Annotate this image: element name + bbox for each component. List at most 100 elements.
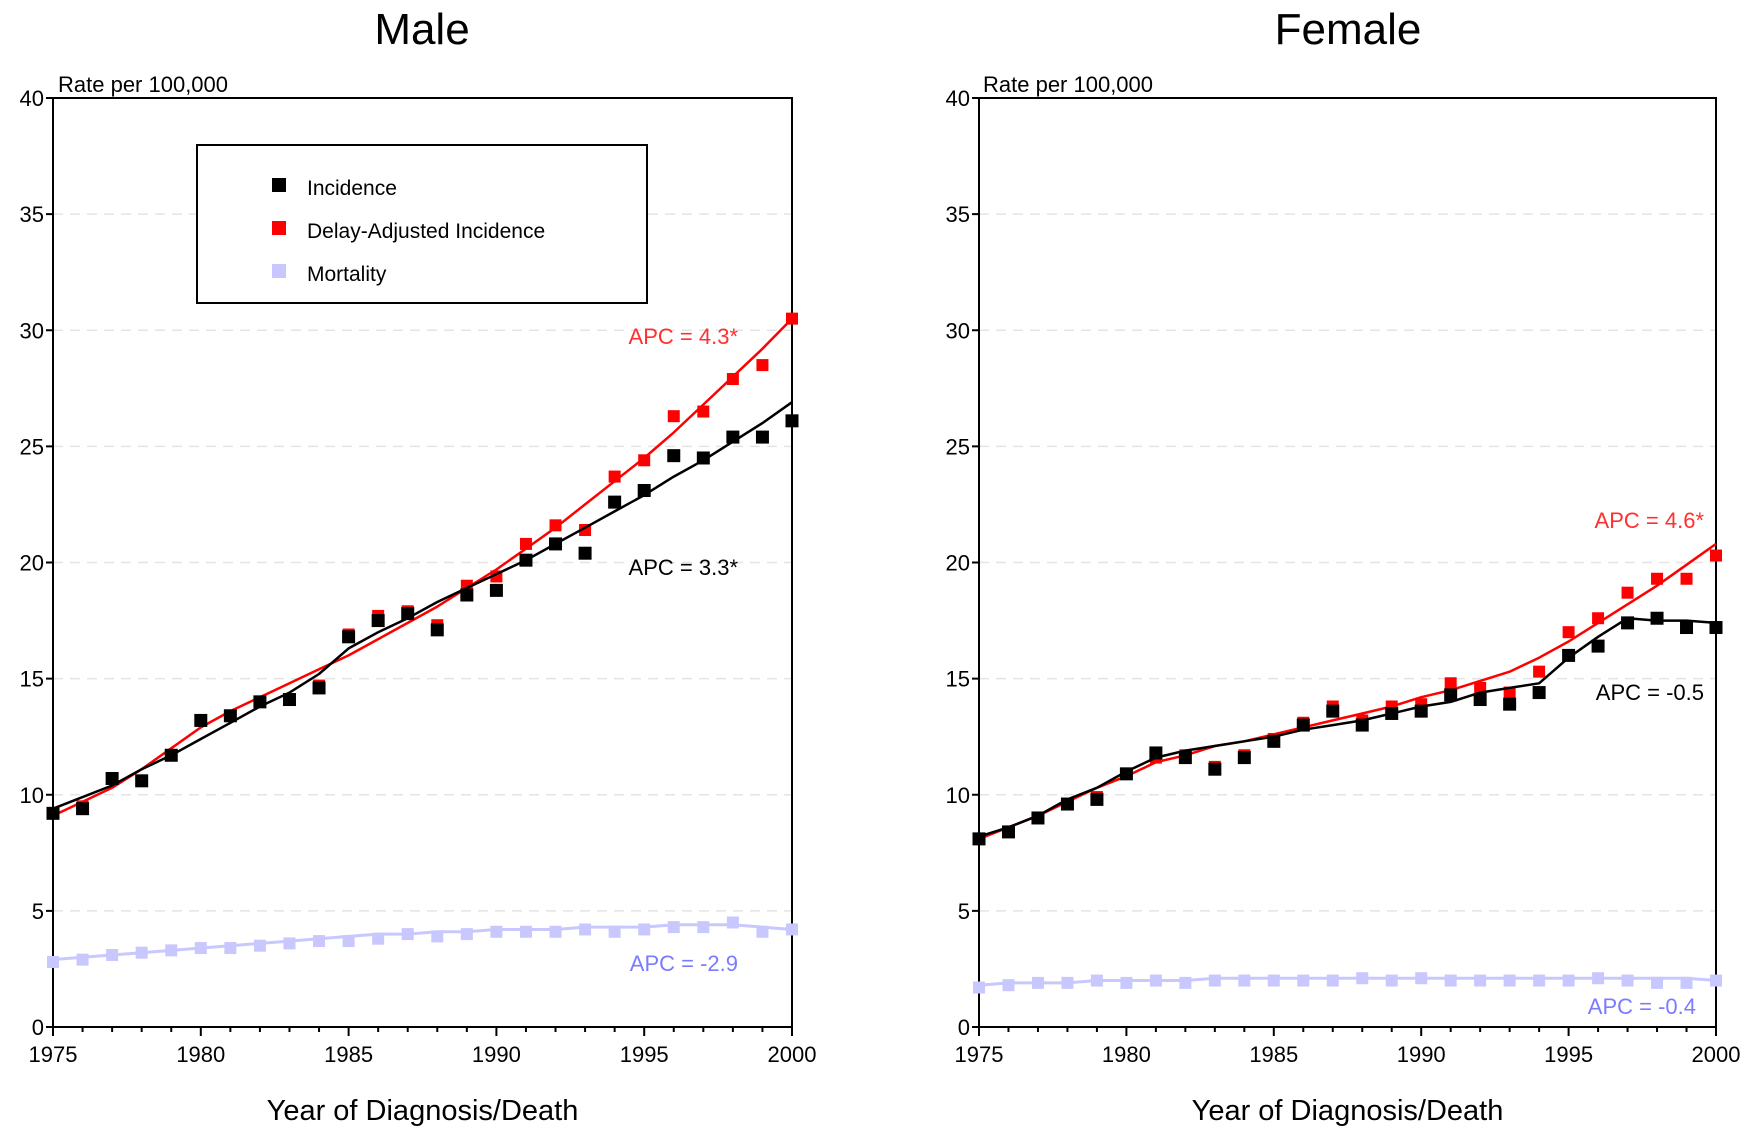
data-point-mortality	[106, 949, 119, 962]
chart-title: Male	[374, 5, 469, 54]
data-point-delay-adjusted-incidence	[1562, 626, 1575, 639]
y-tick-label: 0	[958, 1015, 970, 1040]
data-point-mortality	[1474, 974, 1487, 987]
data-point-incidence	[342, 630, 356, 644]
y-tick-label: 10	[946, 783, 970, 808]
data-point-mortality	[253, 939, 266, 952]
data-point-incidence	[1296, 718, 1310, 732]
data-point-mortality	[1149, 974, 1162, 987]
data-point-mortality	[1621, 974, 1634, 987]
data-point-incidence	[637, 484, 651, 498]
y-tick-label: 25	[20, 434, 44, 459]
x-tick-label: 1975	[955, 1042, 1004, 1067]
data-point-mortality	[342, 935, 355, 948]
data-point-mortality	[135, 946, 148, 959]
data-point-delay-adjusted-incidence	[638, 454, 651, 467]
data-point-incidence	[1001, 825, 1015, 839]
data-point-incidence	[1473, 693, 1487, 707]
trend-line-mortality	[978, 976, 1717, 987]
data-point-delay-adjusted-incidence	[1680, 572, 1693, 585]
data-point-mortality	[1415, 972, 1428, 985]
data-point-incidence	[489, 583, 503, 597]
data-point-incidence	[1562, 648, 1576, 662]
data-point-incidence	[135, 774, 149, 788]
data-point-delay-adjusted-incidence	[786, 312, 798, 325]
apc-label: APC = 4.6*	[1595, 508, 1705, 533]
x-tick-label: 2000	[1692, 1042, 1741, 1067]
legend-label: Mortality	[307, 263, 387, 286]
legend-marker	[272, 221, 286, 235]
y-tick-label: 15	[20, 667, 44, 692]
data-point-mortality	[973, 981, 985, 994]
data-point-delay-adjusted-incidence	[549, 519, 562, 532]
trend-line-incidence	[978, 616, 1717, 838]
data-point-mortality	[1090, 974, 1103, 987]
x-tick-label: 1990	[472, 1042, 521, 1067]
data-point-incidence	[726, 430, 740, 444]
data-point-incidence	[785, 414, 799, 428]
data-point-incidence	[1119, 767, 1133, 781]
data-point-incidence	[194, 713, 208, 727]
data-point-mortality	[1031, 976, 1044, 989]
data-point-mortality	[549, 925, 562, 938]
data-point-incidence	[1060, 797, 1074, 811]
x-tick-label: 1980	[1102, 1042, 1151, 1067]
y-tick-label: 35	[20, 202, 44, 227]
trend-line-incidence	[52, 401, 793, 810]
x-axis-title: Year of Diagnosis/Death	[267, 1095, 579, 1127]
y-tick-label: 5	[32, 899, 44, 924]
apc-label: APC = -0.4	[1588, 994, 1696, 1019]
y-tick-label: 40	[946, 86, 970, 111]
data-point-incidence	[1237, 751, 1251, 765]
data-point-incidence	[1208, 762, 1222, 776]
y-tick-label: 0	[32, 1015, 44, 1040]
data-point-delay-adjusted-incidence	[608, 470, 621, 483]
data-point-incidence	[696, 451, 710, 465]
data-point-mortality	[579, 923, 592, 936]
data-point-mortality	[490, 925, 503, 938]
y-tick-label: 10	[20, 783, 44, 808]
legend-marker	[272, 264, 286, 278]
data-point-delay-adjusted-incidence	[697, 405, 710, 418]
data-point-delay-adjusted-incidence	[726, 373, 739, 386]
data-point-mortality	[1710, 974, 1722, 987]
x-tick-label: 1995	[620, 1042, 669, 1067]
data-point-incidence	[105, 771, 119, 785]
legend: Incidence Delay-Adjusted Incidence Mortali…	[196, 144, 648, 304]
data-point-mortality	[726, 916, 739, 929]
data-point-mortality	[460, 928, 473, 941]
data-point-mortality	[47, 955, 59, 968]
data-point-incidence	[1414, 704, 1428, 718]
data-point-mortality	[697, 921, 710, 934]
data-point-incidence	[972, 832, 986, 846]
data-point-incidence	[549, 537, 563, 551]
apc-label: APC = -0.5	[1596, 680, 1704, 705]
data-point-incidence	[1090, 792, 1104, 806]
data-point-mortality	[608, 925, 621, 938]
data-point-incidence	[578, 546, 592, 560]
data-point-incidence	[401, 607, 415, 621]
data-point-incidence	[1326, 704, 1340, 718]
data-point-delay-adjusted-incidence	[1621, 586, 1634, 599]
y-tick-label: 30	[946, 318, 970, 343]
data-point-incidence	[371, 614, 385, 628]
data-point-incidence	[1621, 616, 1635, 630]
data-point-mortality	[1238, 974, 1251, 987]
y-tick-label: 20	[946, 551, 970, 576]
data-point-mortality	[1385, 974, 1398, 987]
data-point-incidence	[253, 695, 267, 709]
data-point-incidence	[430, 623, 444, 637]
data-point-mortality	[667, 921, 680, 934]
data-point-delay-adjusted-incidence	[1651, 572, 1664, 585]
x-tick-label: 1995	[1544, 1042, 1593, 1067]
data-point-incidence	[1267, 734, 1281, 748]
data-point-mortality	[519, 925, 532, 938]
data-point-mortality	[372, 932, 385, 945]
trend-line-delay-adjusted-incidence	[52, 317, 793, 817]
data-point-mortality	[1562, 974, 1575, 987]
data-point-incidence	[1355, 718, 1369, 732]
data-point-mortality	[1651, 976, 1664, 989]
data-point-incidence	[1031, 811, 1045, 825]
y-tick-label: 30	[20, 318, 44, 343]
legend-label: Incidence	[307, 177, 397, 200]
